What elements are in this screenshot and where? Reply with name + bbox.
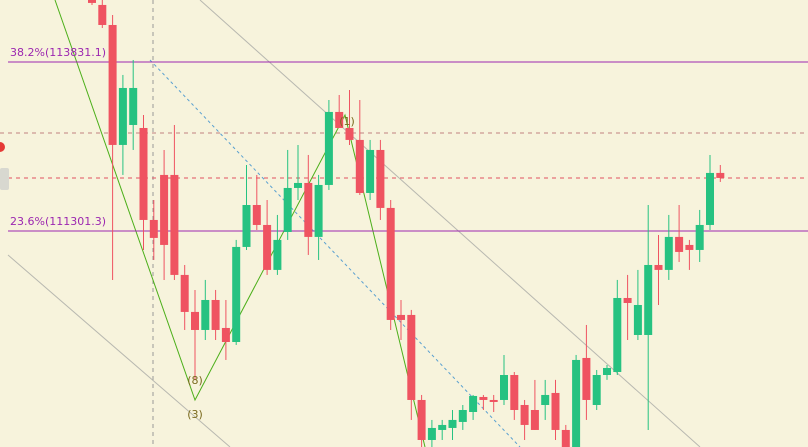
candle-body xyxy=(654,264,663,270)
candle-body xyxy=(706,172,714,225)
candle-body xyxy=(149,219,158,238)
fib-group: 38.2%(113831.1) 23.6%(111301.3) xyxy=(8,46,808,232)
candle-body xyxy=(263,224,272,270)
candle-body xyxy=(541,394,550,405)
candle-body xyxy=(160,174,169,245)
edge-marker xyxy=(0,142,5,152)
candle-body xyxy=(294,182,302,188)
candle-body xyxy=(479,396,488,400)
candle-body xyxy=(242,204,251,247)
candle-body xyxy=(273,239,282,270)
candles xyxy=(88,0,725,447)
wave-label: (8) xyxy=(187,374,203,387)
wave-label: (3) xyxy=(187,408,203,421)
candle-body xyxy=(500,374,508,400)
candle-body xyxy=(716,172,725,178)
candle-body xyxy=(633,304,642,335)
candle-body xyxy=(582,357,591,400)
candle-body xyxy=(623,297,632,303)
candle-body xyxy=(603,367,611,375)
trendline xyxy=(7,254,231,447)
candle-body xyxy=(88,0,96,3)
candle-body xyxy=(170,174,179,275)
candle-body xyxy=(551,392,560,430)
candle-body xyxy=(438,424,447,430)
candle-body xyxy=(458,409,467,422)
candle-body xyxy=(572,359,581,447)
candle-body xyxy=(118,87,127,145)
candle-body xyxy=(129,87,138,125)
candle-body xyxy=(221,327,230,342)
candle-body xyxy=(613,297,622,372)
candle-body xyxy=(427,427,436,440)
candle-body xyxy=(345,127,354,140)
candle-body xyxy=(211,299,220,330)
candle-body xyxy=(252,204,261,225)
candle-body xyxy=(664,236,673,270)
candle-body xyxy=(489,399,498,402)
candle-body xyxy=(139,127,148,220)
candle-body xyxy=(201,299,210,330)
side-tab[interactable] xyxy=(0,168,9,190)
candle-body xyxy=(510,374,519,410)
candle-body xyxy=(448,419,457,428)
fib-label: 23.6%(111301.3) xyxy=(10,215,106,228)
candle-body xyxy=(98,4,107,25)
candle-body xyxy=(386,207,395,320)
candle-body xyxy=(592,374,601,405)
candle-body xyxy=(324,111,333,185)
candle-body xyxy=(366,149,375,193)
candle-body xyxy=(180,274,189,312)
candle-body xyxy=(283,187,292,232)
candle-body xyxy=(469,395,478,412)
candle-body xyxy=(355,139,364,193)
candle-body xyxy=(520,404,529,425)
candle-body xyxy=(108,24,117,145)
candle-body xyxy=(417,399,426,440)
candle-body xyxy=(675,236,684,252)
candle-body xyxy=(191,311,199,330)
candle-body xyxy=(314,184,323,237)
candle-body xyxy=(335,111,344,128)
fib-label: 38.2%(113831.1) xyxy=(10,46,106,59)
trendline xyxy=(199,0,701,447)
wave-label: (1) xyxy=(339,115,355,128)
candle-body xyxy=(685,244,694,250)
candle-body xyxy=(644,264,653,335)
candle-body xyxy=(695,224,704,250)
candle-body xyxy=(376,149,385,208)
candle-body xyxy=(397,314,405,320)
candle-body xyxy=(304,182,313,237)
candle-body xyxy=(561,429,570,447)
dashed-trendline xyxy=(149,59,521,447)
candle-body xyxy=(232,246,241,342)
candle-body xyxy=(530,409,539,430)
candle-body xyxy=(407,314,416,400)
